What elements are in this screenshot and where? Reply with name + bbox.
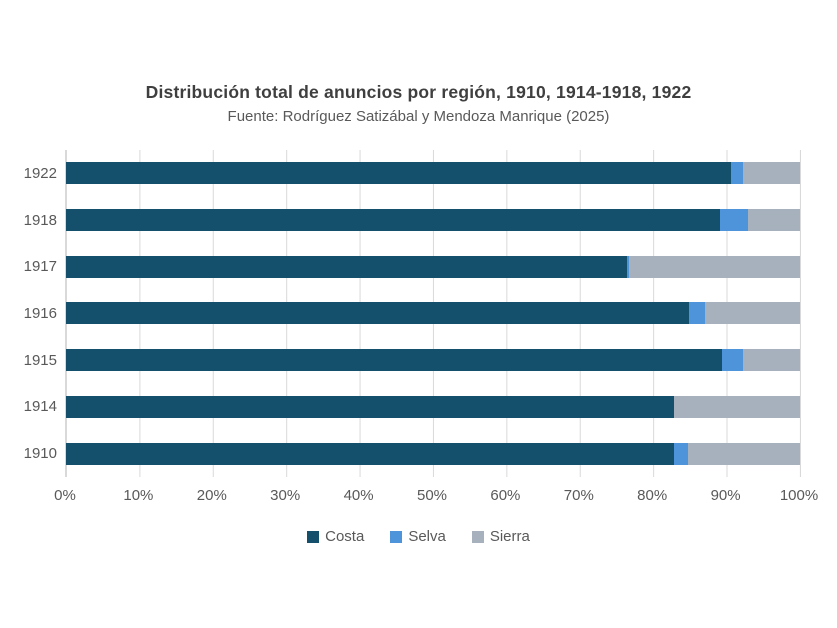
legend: Costa Selva Sierra (0, 528, 837, 545)
stacked-bar-1915 (66, 349, 800, 372)
legend-item-costa: Costa (307, 528, 364, 545)
bar-segment-costa (66, 209, 720, 232)
bar-segment-sierra (743, 162, 800, 185)
x-axis-label: 80% (637, 487, 668, 504)
plot-area (65, 150, 801, 477)
y-axis-label: 1917 (23, 258, 57, 276)
x-axis-label: 20% (196, 487, 227, 504)
x-axis-label: 50% (416, 487, 448, 504)
legend-label: Sierra (489, 528, 530, 545)
bar-segment-selva (731, 162, 744, 185)
bar-row (66, 243, 800, 290)
bar-row (66, 430, 800, 477)
bar-segment-sierra (688, 442, 800, 465)
bar-segment-costa (66, 302, 690, 325)
y-axis-label: 1915 (23, 351, 57, 369)
stacked-bar-1918 (66, 209, 800, 232)
y-axis-label: 1922 (23, 164, 57, 182)
bar-segment-sierra (742, 349, 800, 372)
bar-segment-sierra (674, 395, 800, 418)
bar-segment-selva (674, 442, 689, 465)
legend-item-sierra: Sierra (471, 528, 530, 545)
y-axis-label: 1916 (23, 304, 57, 322)
stacked-bar-1910 (66, 442, 800, 465)
bar-segment-costa (66, 349, 723, 372)
bar-segment-costa (66, 255, 627, 278)
x-axis-label: 10% (123, 487, 154, 504)
bar-row (66, 290, 800, 337)
bar-row (66, 197, 800, 244)
x-axis-label: 70% (563, 487, 594, 504)
stacked-bar-1917 (66, 255, 800, 278)
y-axis-label: 1910 (23, 445, 57, 463)
x-axis-label: 90% (710, 487, 741, 504)
bar-row (66, 150, 800, 197)
stacked-bar-1922 (66, 162, 800, 185)
bar-row (66, 384, 800, 431)
bar-segment-selva (719, 209, 748, 232)
bar-segment-selva (722, 349, 743, 372)
legend-swatch-icon (390, 530, 403, 543)
stacked-bar-1914 (66, 395, 800, 418)
bar-row (66, 337, 800, 384)
bar-segment-sierra (747, 209, 800, 232)
bar-segment-selva (626, 255, 629, 278)
x-axis-label: 30% (270, 487, 301, 504)
bar-segment-sierra (704, 302, 800, 325)
x-axis-label: 0% (54, 487, 76, 504)
legend-swatch-icon (307, 530, 320, 543)
y-axis-label: 1914 (23, 398, 57, 416)
y-axis-label: 1918 (23, 211, 57, 229)
legend-item-selva: Selva (390, 528, 446, 545)
bar-segment-costa (66, 162, 731, 185)
legend-label: Costa (325, 528, 365, 545)
x-axis-label: 100% (779, 487, 819, 504)
stacked-bar-1916 (66, 302, 800, 325)
legend-label: Selva (408, 528, 446, 545)
x-axis-label: 40% (343, 487, 374, 504)
x-axis-labels: 0% 10% 20% 30% 40% 50% 60% 70% 80% 90% 100% (54, 487, 818, 507)
legend-swatch-icon (471, 530, 484, 543)
bar-segment-costa (66, 442, 675, 465)
bar-segment-costa (66, 395, 675, 418)
bar-segment-sierra (628, 255, 800, 278)
chart-subtitle: Fuente: Rodríguez Satizábal y Mendoza Ma… (227, 108, 610, 125)
y-axis-labels: 1922 1918 1917 1916 1915 1914 1910 (0, 150, 57, 477)
x-axis-label: 60% (490, 487, 521, 504)
chart-title: Distribución total de anuncios por regió… (145, 82, 692, 102)
bar-segment-selva (689, 302, 705, 325)
